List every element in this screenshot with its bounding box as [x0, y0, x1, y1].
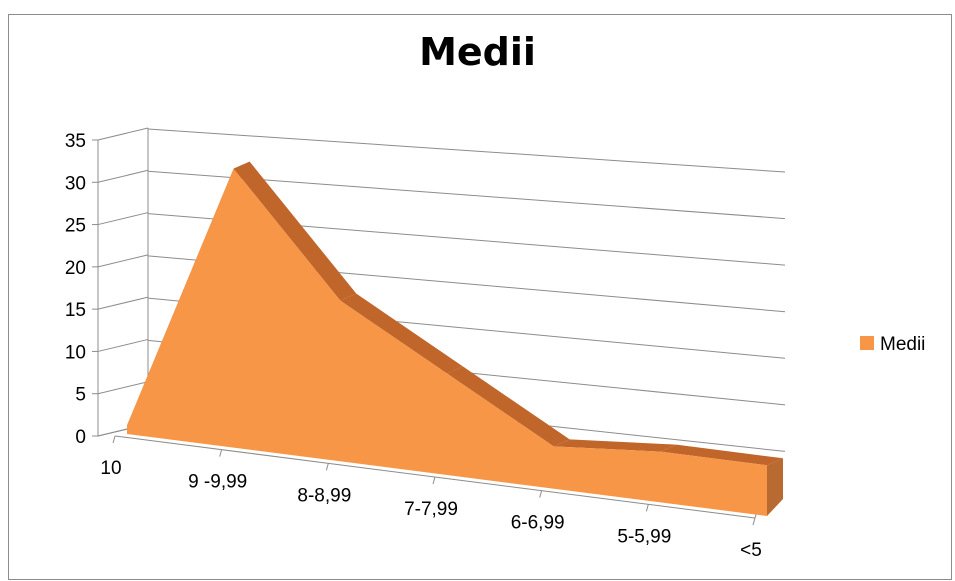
y-tick-label: 25 — [65, 216, 86, 237]
x-tick-mark — [539, 490, 543, 498]
x-tick-label: 6-6,99 — [511, 513, 565, 534]
x-tick-label: 10 — [100, 458, 121, 479]
x-tick-mark — [645, 504, 649, 512]
depth-connector — [97, 254, 149, 268]
y-tick-labels: 0 5 10 15 20 25 30 35 — [65, 131, 86, 448]
legend: Medii — [860, 334, 925, 355]
depth-connector — [97, 212, 149, 226]
x-tick-label: 9 -9,99 — [188, 472, 247, 493]
depth-connector — [97, 169, 149, 183]
legend-swatch — [860, 336, 874, 350]
y-tick-label: 30 — [65, 173, 86, 194]
x-tick-mark — [432, 476, 436, 485]
depth-connector — [97, 338, 149, 352]
x-tick-label: 5-5,99 — [617, 526, 671, 547]
depth-connector — [97, 381, 149, 395]
legend-label: Medii — [880, 334, 925, 355]
y-tick-label: 20 — [65, 258, 86, 279]
area-front-face — [127, 168, 767, 517]
area-top-face — [340, 293, 463, 374]
axes — [92, 139, 766, 526]
x-tick-mark — [325, 463, 329, 471]
area-top-face — [447, 366, 570, 447]
area-top-face — [553, 439, 677, 452]
depth-connector — [97, 127, 149, 141]
series-area — [126, 161, 783, 517]
chart-frame — [8, 14, 952, 580]
y-tick-label: 5 — [75, 385, 86, 406]
y-tick-label: 10 — [65, 342, 86, 363]
area-top-face — [660, 444, 783, 466]
gridline — [147, 128, 786, 173]
depth-connector — [97, 296, 149, 310]
y-tick-label: 35 — [65, 131, 86, 152]
x-tick-mark — [752, 517, 756, 526]
y-tick-label: 0 — [75, 427, 86, 448]
y-tick-label: 15 — [65, 300, 86, 321]
x-tick-label: 8-8,99 — [297, 485, 351, 506]
chart-title: Medii — [419, 30, 536, 74]
x-tick-mark — [219, 449, 223, 457]
area-top-face — [233, 161, 357, 301]
x-tick-labels: 10 9 -9,99 8-8,99 7-7,99 6-6,99 5-5,99 <5 — [100, 458, 761, 561]
x-tick-label: <5 — [740, 540, 762, 561]
x-tick-mark — [112, 435, 116, 444]
x-tick-label: 7-7,99 — [404, 499, 458, 520]
area-side-face — [767, 458, 783, 516]
